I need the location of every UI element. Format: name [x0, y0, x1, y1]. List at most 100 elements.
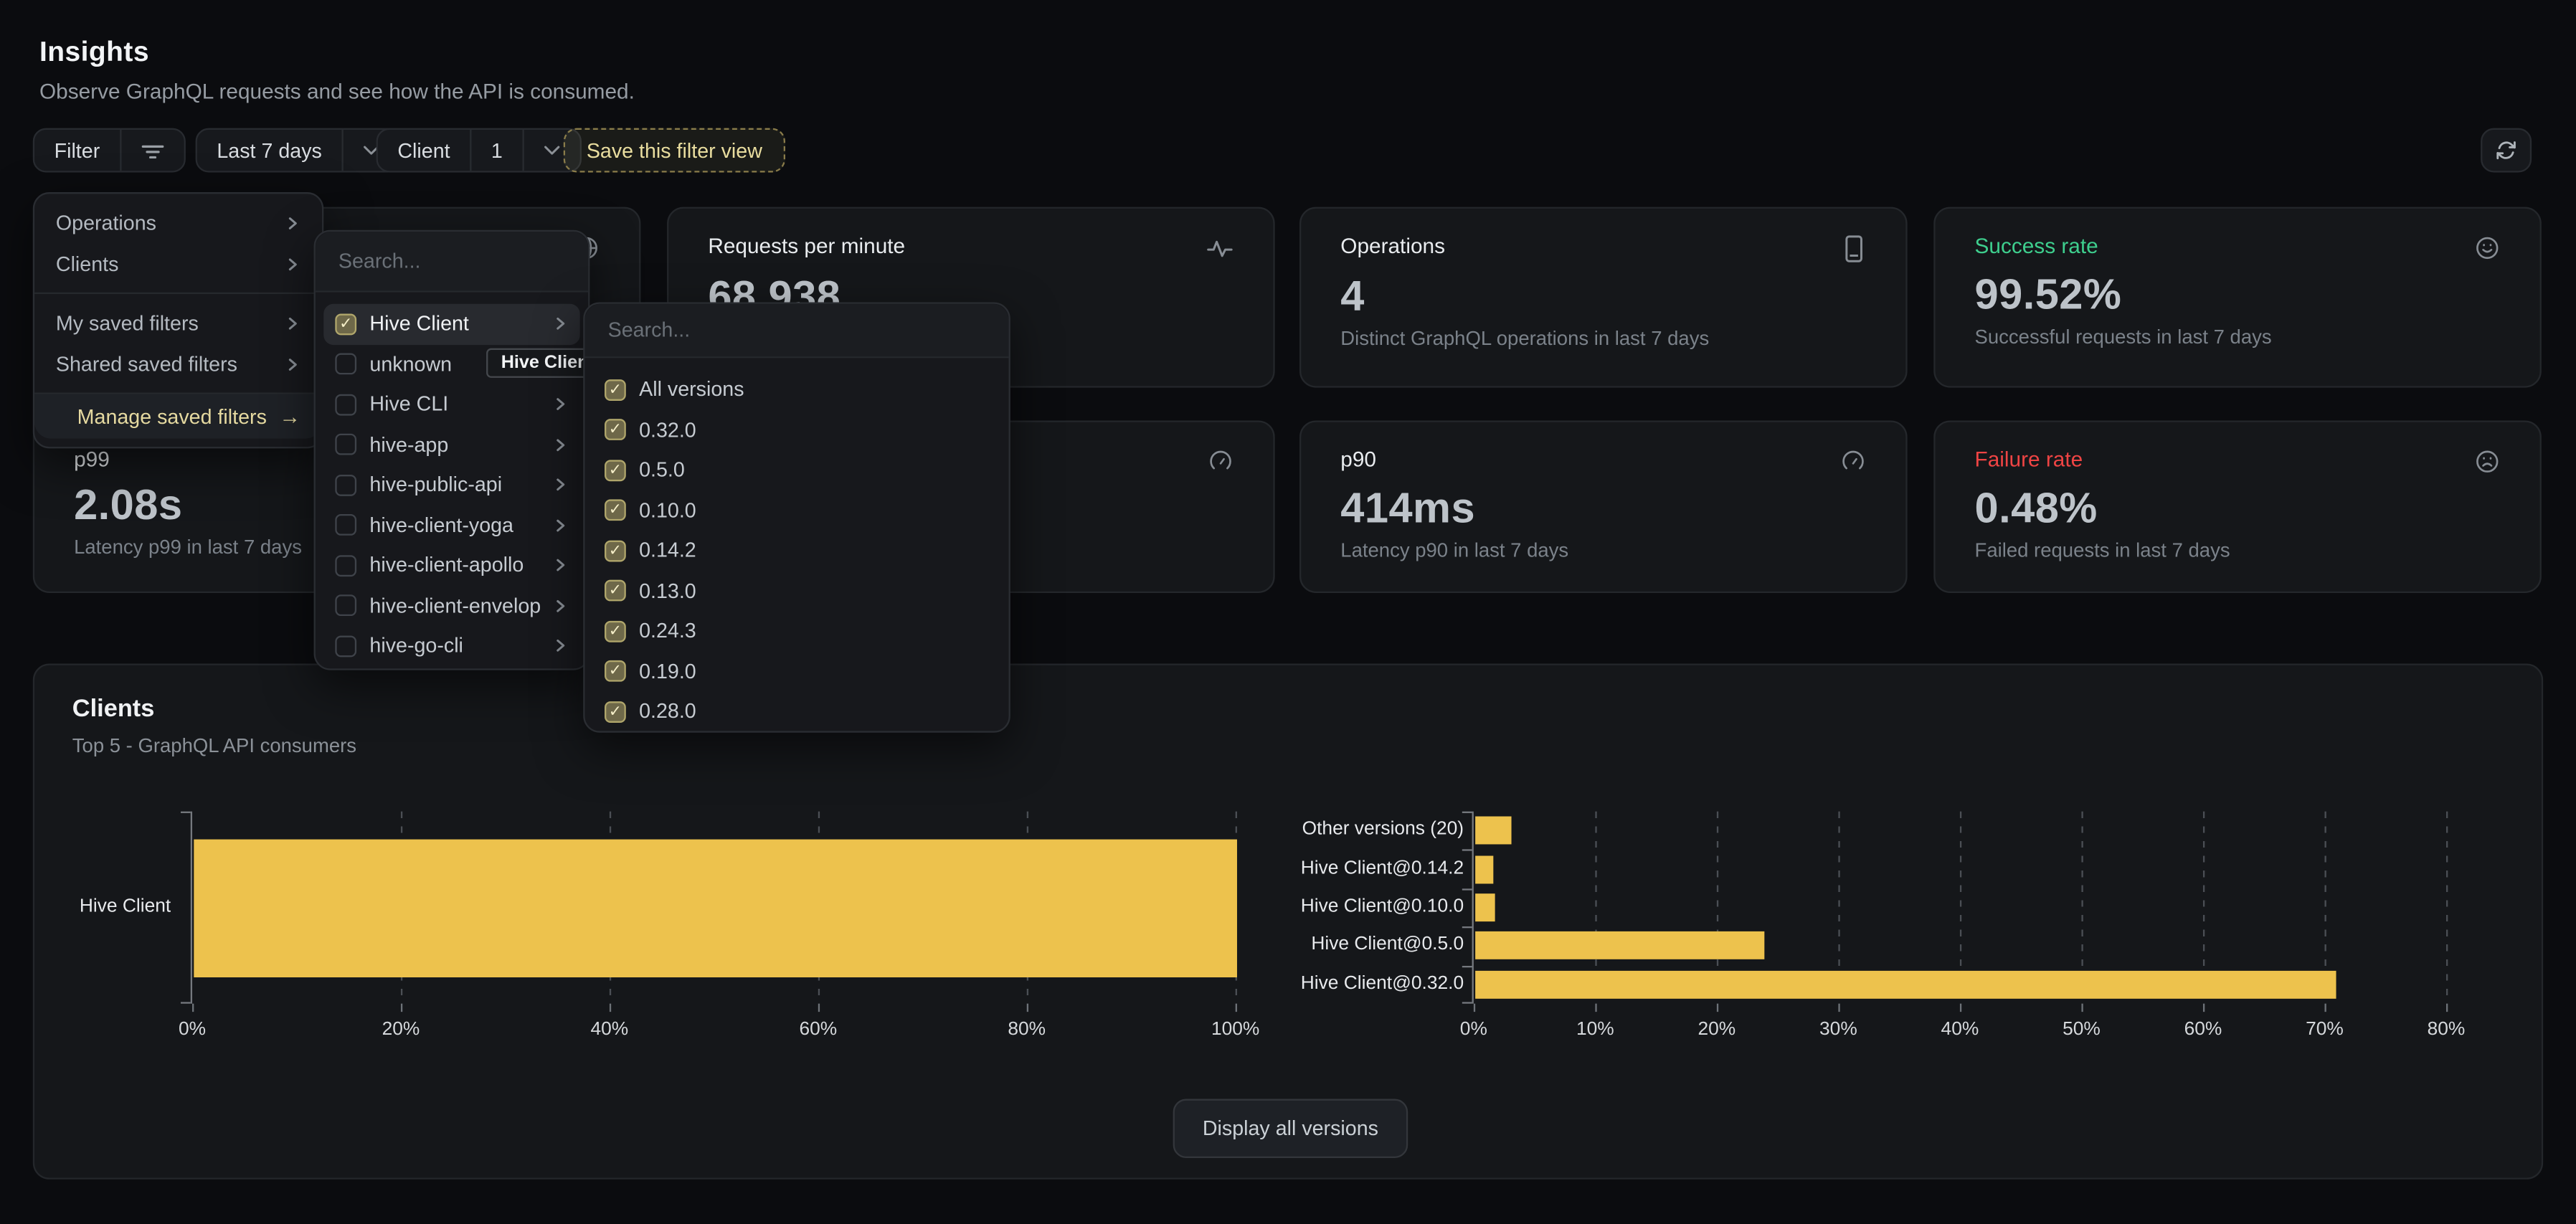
- chart-bar[interactable]: [1475, 855, 1494, 884]
- checkbox-checked-icon[interactable]: ✓: [605, 540, 626, 561]
- refresh-button[interactable]: [2481, 128, 2532, 173]
- version-menu-item[interactable]: ✓ 0.32.0: [593, 410, 1000, 450]
- stat-card-operations: Operations 4 Distinct GraphQL operations…: [1299, 207, 1908, 388]
- chevron-down-icon[interactable]: [341, 129, 399, 171]
- axis-tick: [1472, 1003, 1474, 1012]
- chevron-down-icon[interactable]: [522, 129, 579, 171]
- axis-tick: [399, 1003, 402, 1012]
- card-subtitle: Successful requests in last 7 days: [1974, 325, 2272, 348]
- axis-tick: [1026, 1003, 1028, 1012]
- client-filter-chip[interactable]: Client 1: [376, 128, 582, 173]
- chart-bar[interactable]: [1475, 816, 1512, 845]
- client-menu-item[interactable]: hive-client-apollo: [323, 546, 579, 586]
- checkbox-checked-icon[interactable]: ✓: [605, 459, 626, 481]
- gridline: [2202, 811, 2205, 1004]
- display-all-versions-button[interactable]: Display all versions: [1173, 1099, 1408, 1159]
- filter-button-label[interactable]: Filter: [54, 138, 100, 162]
- client-menu-item-label: hive-client-envelop: [369, 594, 541, 617]
- axis-tick: [1234, 1003, 1236, 1012]
- stat-card-success-rate: Success rate 99.52% Successful requests …: [1933, 207, 2542, 388]
- version-search[interactable]: [584, 303, 1009, 359]
- client-menu-item[interactable]: hive-public-api: [323, 465, 579, 505]
- gridline: [2445, 811, 2448, 1004]
- checkbox-checked-icon[interactable]: ✓: [605, 580, 626, 602]
- checkbox-unchecked-icon[interactable]: [335, 514, 357, 536]
- checkbox-unchecked-icon[interactable]: [335, 434, 357, 456]
- client-menu-item[interactable]: hive-go-cli: [323, 626, 579, 666]
- save-filter-view-label: Save this filter view: [586, 138, 762, 162]
- checkbox-checked-icon[interactable]: ✓: [335, 313, 357, 335]
- checkbox-checked-icon[interactable]: ✓: [605, 379, 626, 401]
- card-title: p90: [1340, 447, 1377, 472]
- version-menu-item[interactable]: ✓ 0.5.0: [593, 450, 1000, 490]
- version-menu-item[interactable]: ✓ 0.10.0: [593, 490, 1000, 531]
- client-versions-bar-chart: 0% 10% 20% 30% 40% 50% 60% 70% 80% Other versions…: [1301, 811, 2465, 1040]
- x-tick-label: 30%: [1819, 1020, 1857, 1040]
- client-menu-item[interactable]: hive-client-yoga: [323, 505, 579, 545]
- client-menu-item[interactable]: Hive CLI: [323, 384, 579, 424]
- chart-bar[interactable]: [1475, 970, 2336, 999]
- client-filter-count[interactable]: 1: [470, 129, 522, 171]
- version-menu-item[interactable]: ✓ All versions: [593, 369, 1000, 409]
- x-tick-label: 20%: [1697, 1020, 1736, 1040]
- client-menu-item[interactable]: ✓ Hive Client: [323, 303, 580, 344]
- checkbox-unchecked-icon[interactable]: [335, 394, 357, 415]
- version-menu-item[interactable]: ✓ 0.14.2: [593, 531, 1000, 571]
- checkbox-checked-icon[interactable]: ✓: [605, 499, 626, 521]
- x-tick-label: 0%: [178, 1020, 207, 1040]
- checkbox-checked-icon[interactable]: ✓: [605, 660, 626, 683]
- x-tick-label: 50%: [2063, 1020, 2101, 1040]
- client-search-input[interactable]: [335, 247, 569, 275]
- chart-bar[interactable]: [1475, 893, 1495, 922]
- x-tick-label: 60%: [799, 1020, 838, 1040]
- chart-bar[interactable]: [194, 839, 1237, 978]
- filter-menu: Operations Clients My saved filters Shar…: [32, 192, 324, 449]
- manage-saved-filters-button[interactable]: Manage saved filters →: [34, 394, 322, 439]
- version-menu-item[interactable]: ✓ 0.13.0: [593, 571, 1000, 611]
- period-select[interactable]: Last 7 days: [195, 128, 401, 173]
- checkbox-unchecked-icon[interactable]: [335, 354, 357, 375]
- card-title: Requests per minute: [708, 233, 906, 258]
- save-filter-view-button[interactable]: Save this filter view: [563, 128, 785, 173]
- version-menu-item-label: All versions: [639, 378, 744, 402]
- menu-divider: [34, 292, 322, 295]
- version-menu-item-label: 0.32.0: [639, 418, 696, 442]
- version-menu-item-label: 0.5.0: [639, 458, 685, 482]
- filter-menu-item-operations[interactable]: Operations: [34, 202, 322, 243]
- version-menu-item[interactable]: ✓ 0.28.0: [593, 691, 1000, 731]
- filter-menu-item-clients[interactable]: Clients: [34, 243, 322, 284]
- checkbox-checked-icon[interactable]: ✓: [605, 419, 626, 441]
- axis-tick: [2202, 1003, 2205, 1012]
- version-search-input[interactable]: [605, 317, 990, 343]
- category-label: Hive Client@0.10.0: [1300, 896, 1464, 917]
- checkbox-unchecked-icon[interactable]: [335, 554, 357, 577]
- tablet-icon: [1842, 235, 1866, 263]
- chevron-right-icon: [552, 437, 569, 453]
- client-menu: ✓ Hive Client unknown Hive CLI hive-app hive-…: [313, 229, 590, 670]
- client-filter-label[interactable]: Client: [397, 138, 450, 162]
- filter-lines-icon[interactable]: [119, 129, 184, 171]
- client-menu-item[interactable]: hive-app: [323, 424, 579, 465]
- x-tick-label: 80%: [2427, 1020, 2466, 1040]
- checkbox-unchecked-icon[interactable]: [335, 594, 357, 617]
- checkbox-unchecked-icon[interactable]: [335, 635, 357, 657]
- chart-bar[interactable]: [1475, 931, 1765, 959]
- checkbox-unchecked-icon[interactable]: [335, 474, 357, 496]
- version-menu-item[interactable]: ✓ 0.19.0: [593, 651, 1000, 691]
- filter-menu-item-my-saved-filters[interactable]: My saved filters: [34, 303, 322, 343]
- version-menu-item[interactable]: ✓ 0.24.3: [593, 611, 1000, 651]
- category-tick: [1462, 926, 1472, 929]
- filter-button[interactable]: Filter: [32, 128, 186, 173]
- client-menu-item[interactable]: unknown: [323, 344, 579, 384]
- axis-tick: [2324, 1003, 2326, 1012]
- version-menu-item-label: 0.28.0: [639, 700, 696, 724]
- stat-card-failure-rate: Failure rate 0.48% Failed requests in la…: [1933, 420, 2542, 593]
- checkbox-checked-icon[interactable]: ✓: [605, 701, 626, 723]
- client-search[interactable]: [315, 232, 589, 293]
- period-select-value[interactable]: Last 7 days: [217, 138, 322, 162]
- chevron-right-icon: [552, 517, 569, 533]
- filter-menu-item-shared-saved-filters[interactable]: Shared saved filters: [34, 343, 322, 384]
- checkbox-checked-icon[interactable]: ✓: [605, 620, 626, 642]
- gridline: [1715, 811, 1718, 1004]
- client-menu-item[interactable]: hive-client-envelop: [323, 586, 579, 626]
